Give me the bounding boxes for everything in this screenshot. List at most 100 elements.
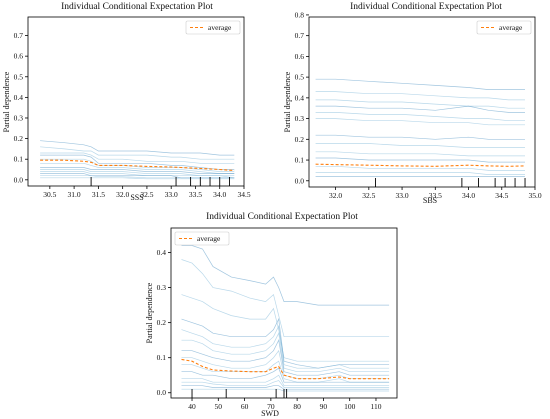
x-tick-label: 70 <box>267 402 275 411</box>
ice-line-8 <box>40 171 235 179</box>
panel-sbs: Individual Conditional Expectation Plot … <box>283 2 542 205</box>
y-tick-label: 0.3 <box>157 283 167 292</box>
legend-label: average <box>208 23 232 32</box>
axes-frame <box>308 16 536 188</box>
ice-line-5 <box>181 332 390 373</box>
y-axis-label-swd: Partial dependence <box>145 282 154 343</box>
x-tick-label: 90 <box>320 402 328 411</box>
y-tick-label: 0.5 <box>295 73 305 82</box>
chart-title-swd: Individual Conditional Expectation Plot <box>206 212 358 222</box>
y-tick-label: 0.0 <box>295 176 305 185</box>
y-tick-label: 0.4 <box>14 93 24 102</box>
legend-label: average <box>499 23 523 32</box>
y-tick-label: 0.3 <box>295 114 305 123</box>
y-tick-label: 0.1 <box>157 353 167 362</box>
x-tick-label: 34.0 <box>213 190 226 199</box>
legend-box <box>476 20 532 35</box>
x-tick-label: 34.5 <box>495 191 508 200</box>
x-tick-label: 110 <box>370 402 381 411</box>
y-tick-label: 0.2 <box>157 318 167 327</box>
x-tick-label: 33.0 <box>395 191 408 200</box>
x-tick-label: 40 <box>188 402 196 411</box>
y-tick-label: 0.4 <box>295 93 305 102</box>
ice-line-3 <box>181 317 390 369</box>
x-tick-label: 33.5 <box>189 190 202 199</box>
legend-box <box>185 20 241 35</box>
x-tick-label: 32.5 <box>140 190 153 199</box>
y-tick-label: 0.5 <box>14 72 24 81</box>
x-tick-label: 32.0 <box>329 191 342 200</box>
x-tick-label: 31.5 <box>92 190 105 199</box>
ice-line-7 <box>315 143 525 148</box>
y-tick-label: 0.4 <box>157 248 167 257</box>
y-tick-label: 0.1 <box>14 155 24 164</box>
ice-line-3 <box>315 105 525 113</box>
x-tick-label: 100 <box>344 402 356 411</box>
ice-line-5 <box>315 118 525 126</box>
y-tick-label: 0.7 <box>295 31 305 40</box>
ice-line-6 <box>40 167 235 174</box>
x-axis-label-swd: SWD <box>261 409 279 418</box>
x-tick-label: 33.0 <box>165 190 178 199</box>
panel-swd: Individual Conditional Expectation Plot … <box>145 212 398 418</box>
ice-line-4 <box>181 324 390 369</box>
ice-line-1 <box>40 146 235 160</box>
ice-line-11 <box>315 172 525 175</box>
ice-line-6 <box>315 134 525 140</box>
axes-frame <box>27 16 245 187</box>
y-tick-label: 0.0 <box>157 388 167 397</box>
panel-sss: Individual Conditional Expectation Plot … <box>2 2 251 202</box>
ice-line-8 <box>315 151 525 157</box>
y-axis-label-sss: Partial dependence <box>2 71 11 132</box>
x-tick-label: 30.5 <box>43 190 56 199</box>
ice-line-10 <box>315 165 525 171</box>
x-tick-label: 35.0 <box>528 191 541 200</box>
x-tick-label: 32.5 <box>362 191 375 200</box>
y-tick-label: 0.8 <box>295 10 305 19</box>
ice-line-6 <box>181 339 390 376</box>
average-line <box>315 163 526 167</box>
ice-line-3 <box>40 154 235 170</box>
plot-area-sbs: 32.0 32.5 33.0 33.5 34.0 34.5 35.0 0.0 0.1 0.2 0.3… <box>295 10 542 200</box>
y-tick-label: 0.7 <box>14 31 24 40</box>
ice-line-1 <box>315 91 525 101</box>
ice-line-12 <box>181 385 390 390</box>
ice-line-1 <box>181 259 390 338</box>
average-line <box>40 159 235 172</box>
ice-line-0 <box>181 245 390 306</box>
y-tick-label: 0.2 <box>14 134 24 143</box>
ice-line-2 <box>315 99 525 109</box>
ice-line-7 <box>181 349 390 380</box>
x-tick-label: 80 <box>293 402 301 411</box>
x-tick-label: 32.0 <box>116 190 129 199</box>
y-axis-label-sbs: Partial dependence <box>283 71 292 132</box>
legend-label: average <box>197 234 221 243</box>
x-tick-label: 34.0 <box>462 191 475 200</box>
x-tick-label: 33.5 <box>429 191 442 200</box>
ice-line-9 <box>181 367 390 383</box>
ice-line-5 <box>40 162 235 174</box>
x-tick-label: 50 <box>215 402 223 411</box>
average-line <box>181 358 390 380</box>
x-tick-label: 31.0 <box>68 190 81 199</box>
x-tick-label: 60 <box>241 402 249 411</box>
ice-line-9 <box>315 157 525 163</box>
ice-line-10 <box>181 374 390 387</box>
y-tick-label: 0.3 <box>14 113 24 122</box>
y-tick-label: 0.6 <box>295 52 305 61</box>
ice-line-2 <box>181 294 390 362</box>
chart-title-sss: Individual Conditional Expectation Plot <box>61 2 213 12</box>
ice-line-8 <box>181 360 390 383</box>
y-tick-label: 0.0 <box>14 175 24 184</box>
ice-line-2 <box>40 152 235 164</box>
y-tick-label: 0.1 <box>295 156 305 165</box>
x-axis-label-sss: SSS <box>130 193 143 202</box>
ice-line-11 <box>181 380 390 388</box>
plot-area-swd: 40 50 60 70 80 90 100 110 0.0 0.1 0.2 0.3 0.4 average <box>157 227 398 411</box>
ice-line-0 <box>315 78 525 90</box>
ice-line-10 <box>40 175 235 179</box>
plot-area-sss: 30.5 31.0 31.5 32.0 32.5 33.0 33.5 34.0 34.5 0.0 0… <box>14 16 251 199</box>
chart-title-sbs: Individual Conditional Expectation Plot <box>350 2 502 12</box>
x-axis-label-sbs: SBS <box>423 196 437 205</box>
